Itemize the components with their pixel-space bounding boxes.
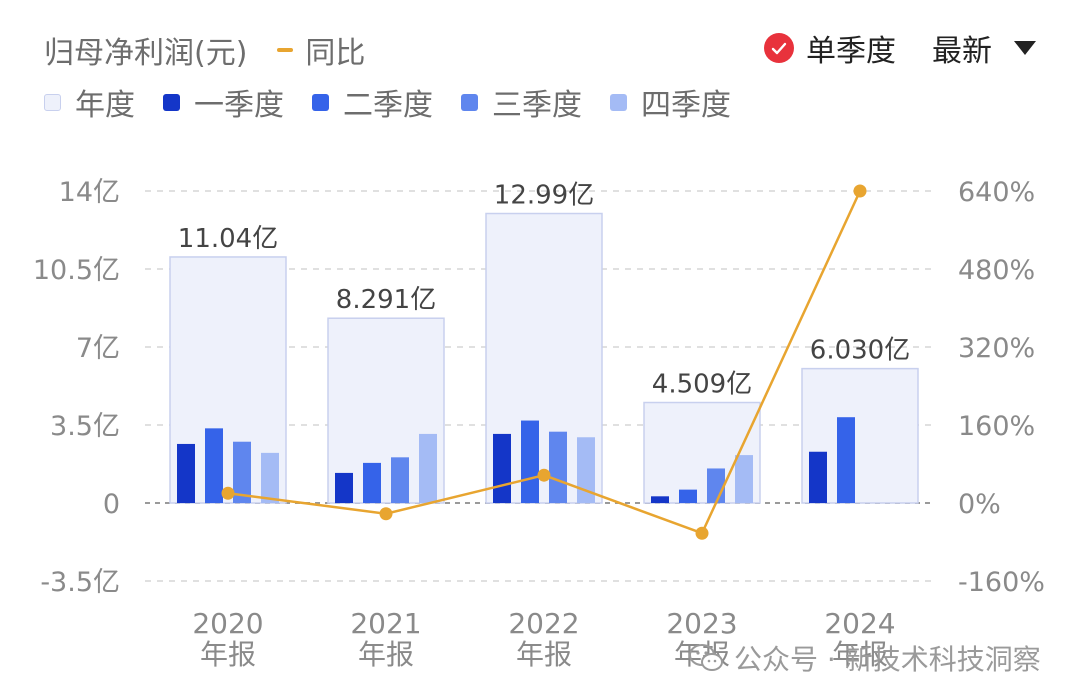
quarter-bar: [233, 441, 251, 503]
x-axis-tick-label: 2021: [350, 607, 421, 640]
quarter-bar: [363, 462, 381, 503]
check-icon[interactable]: [764, 33, 794, 63]
right-axis-tick-label: 480%: [958, 255, 1035, 286]
yoy-point: [221, 486, 235, 500]
quarter-bar: [651, 496, 669, 503]
legend-label: 三季度: [492, 88, 582, 123]
yoy-point: [695, 526, 709, 540]
right-axis-tick-label: 160%: [958, 411, 1035, 442]
yoy-point: [379, 507, 393, 521]
chevron-down-icon: [1014, 41, 1036, 55]
x-axis-tick-label: 年报: [516, 638, 572, 671]
right-axis-tick-label: 640%: [958, 177, 1035, 208]
annual-bar-label: 8.291亿: [336, 285, 436, 315]
legend-swatch: [163, 93, 180, 111]
legend-label: 一季度: [194, 88, 284, 123]
watermark: 公众号 · 新技术科技洞察: [688, 638, 1041, 678]
single-quarter-toggle[interactable]: 单季度: [806, 34, 896, 69]
left-axis-tick-label: 7亿: [76, 333, 120, 364]
left-axis-tick-label: 0: [103, 489, 120, 520]
quarter-bar: [261, 452, 279, 503]
watermark-text: 公众号 · 新技术科技洞察: [734, 643, 1041, 676]
quarter-bar: [707, 468, 725, 503]
quarter-bar: [549, 431, 567, 503]
quarter-bar: [735, 455, 753, 503]
yoy-point: [537, 468, 551, 482]
right-axis-tick-label: 0%: [958, 489, 1001, 520]
chart-header: 归母净利润(元) 同比 单季度 最新 年度 一季度 二季度 三季度: [0, 0, 1080, 130]
legend-item-q3[interactable]: 三季度: [461, 80, 582, 124]
legend-item-q1[interactable]: 一季度: [163, 80, 284, 124]
quarter-bar: [391, 457, 409, 503]
legend-item-q2[interactable]: 二季度: [312, 80, 433, 124]
left-axis-tick-label: 3.5亿: [50, 411, 120, 442]
quarter-bar: [809, 451, 827, 503]
sort-dropdown[interactable]: 最新: [932, 26, 1036, 70]
x-axis-tick-label: 年报: [832, 638, 888, 671]
quarter-bar: [521, 420, 539, 503]
quarter-bar: [679, 489, 697, 503]
x-axis-tick-label: 2024: [824, 607, 895, 640]
right-axis-tick-label: -160%: [958, 567, 1045, 598]
left-axis-tick-label: 10.5亿: [33, 255, 120, 286]
yoy-legend-label[interactable]: 同比: [305, 36, 366, 71]
legend-label: 年度: [75, 88, 135, 123]
sort-dropdown-label: 最新: [932, 34, 992, 69]
left-axis-tick-label: -3.5亿: [40, 567, 120, 598]
yoy-legend-swatch: [277, 48, 294, 52]
x-axis-tick-label: 2020: [192, 607, 263, 640]
right-axis-tick-label: 320%: [958, 333, 1035, 364]
x-axis-tick-label: 年报: [200, 638, 256, 671]
left-axis-tick-label: 14亿: [59, 177, 120, 208]
quarter-bar: [493, 433, 511, 503]
yoy-point: [853, 184, 867, 198]
annual-bar-label: 11.04亿: [178, 224, 278, 254]
legend-swatch: [312, 93, 329, 111]
quarter-bar: [177, 443, 195, 503]
legend-item-q4[interactable]: 四季度: [610, 80, 731, 124]
x-axis-tick-label: 年报: [358, 638, 414, 671]
legend: 年度 一季度 二季度 三季度 四季度: [44, 80, 759, 124]
quarter-bar: [577, 437, 595, 503]
legend-label: 四季度: [641, 88, 731, 123]
wechat-icon: [689, 644, 723, 671]
quarter-bar: [419, 433, 437, 503]
quarter-bar: [335, 472, 353, 503]
title-row: 归母净利润(元) 同比: [44, 28, 365, 72]
quarter-bar: [837, 417, 855, 503]
legend-label: 二季度: [343, 88, 433, 123]
quarter-bar: [205, 428, 223, 503]
legend-swatch: [44, 93, 61, 111]
legend-item-annual[interactable]: 年度: [44, 80, 135, 124]
legend-swatch: [461, 93, 478, 111]
legend-swatch: [610, 93, 627, 111]
annual-bar-label: 4.509亿: [652, 370, 752, 400]
x-axis-tick-label: 2022: [508, 607, 579, 640]
metric-label[interactable]: 归母净利润(元): [44, 36, 248, 71]
x-axis-tick-label: 2023: [666, 607, 737, 640]
annual-bar-label: 12.99亿: [494, 181, 594, 211]
chart-controls: 单季度 最新: [764, 26, 1036, 70]
annual-bar-label: 6.030亿: [810, 336, 910, 366]
